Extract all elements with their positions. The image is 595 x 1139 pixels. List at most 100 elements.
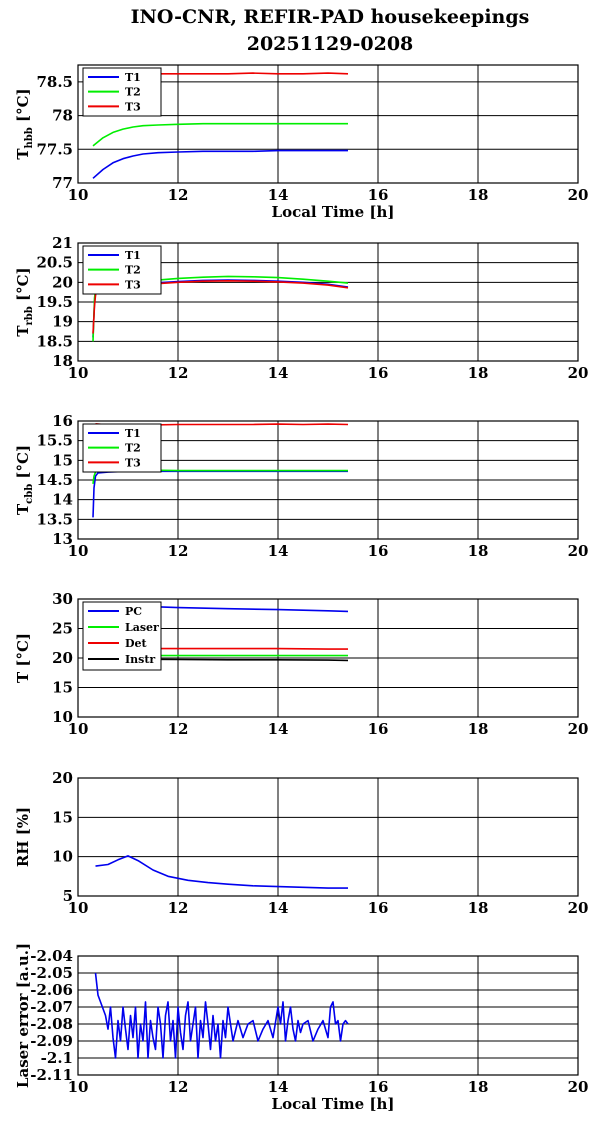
y-tick-label: 10 xyxy=(52,708,73,726)
y-axis-label-main: T [°C] xyxy=(14,633,32,683)
y-axis-label-subscript: rbb xyxy=(24,306,35,325)
x-tick-label: 16 xyxy=(368,542,389,560)
legend-label: PC xyxy=(125,605,142,618)
legend-label: Laser xyxy=(125,621,159,634)
x-tick-label: 14 xyxy=(268,542,289,560)
y-axis-label-main: T xyxy=(14,148,32,160)
y-tick-label: 20 xyxy=(52,273,73,291)
y-tick-label: 77 xyxy=(52,174,73,192)
y-tick-label: -2.11 xyxy=(30,1066,73,1084)
x-tick-label: 14 xyxy=(268,1078,289,1096)
x-tick-label: 18 xyxy=(468,542,489,560)
x-tick-label: 20 xyxy=(568,899,589,917)
y-tick-label: 20 xyxy=(52,649,73,667)
y-tick-label: -2.06 xyxy=(30,981,73,999)
y-axis-label: Thbb [°C] xyxy=(14,88,35,159)
y-axis-label-unit: [°C] xyxy=(14,445,32,484)
y-tick-label: 19 xyxy=(52,313,73,331)
x-tick-label: 20 xyxy=(568,720,589,738)
y-tick-label: -2.1 xyxy=(41,1049,73,1067)
x-tick-label: 18 xyxy=(468,186,489,204)
figure-title-line2: 20251129-0208 xyxy=(247,33,414,55)
x-tick-label: 12 xyxy=(168,899,189,917)
x-tick-label: 10 xyxy=(68,186,89,204)
x-tick-label: 20 xyxy=(568,364,589,382)
legend-label: T3 xyxy=(125,278,141,291)
y-tick-label: 78.5 xyxy=(36,73,73,91)
y-tick-label: 25 xyxy=(52,620,73,638)
y-axis-label-main: RH [%] xyxy=(14,807,32,867)
y-tick-label: -2.07 xyxy=(30,998,73,1016)
x-tick-label: 12 xyxy=(168,186,189,204)
y-axis-label-main: T xyxy=(14,325,32,337)
x-tick-label: 14 xyxy=(268,899,289,917)
y-axis-label-subscript: cbb xyxy=(24,484,35,504)
x-tick-label: 10 xyxy=(68,899,89,917)
legend: PC Laser Det Instr xyxy=(82,601,162,671)
y-tick-label: 15 xyxy=(52,451,73,469)
y-tick-label: -2.04 xyxy=(30,947,73,965)
y-tick-label: 78 xyxy=(52,107,73,125)
y-tick-label: 21 xyxy=(52,234,73,252)
x-tick-label: 12 xyxy=(168,542,189,560)
legend-label: T3 xyxy=(125,100,141,113)
x-tick-label: 18 xyxy=(468,364,489,382)
x-tick-label: 12 xyxy=(168,720,189,738)
series-line-t1 xyxy=(92,149,348,179)
legend-label: T2 xyxy=(125,86,141,99)
x-tick-label: 16 xyxy=(368,1078,389,1096)
legend-label: T1 xyxy=(125,249,141,262)
y-tick-label: 14.5 xyxy=(36,471,73,489)
x-tick-label: 20 xyxy=(568,542,589,560)
x-tick-label: 14 xyxy=(268,364,289,382)
chart-panel-4: 10 12 14 16 18 20 10 15 20 25 30 T [°C] PC Laser Det In… xyxy=(14,590,588,738)
y-axis-label: RH [%] xyxy=(14,807,32,867)
y-tick-label: 14 xyxy=(52,491,73,509)
x-axis-label: Local Time [h] xyxy=(272,1095,395,1113)
x-tick-label: 18 xyxy=(468,1078,489,1096)
y-axis-label-main: Laser error [a.u.] xyxy=(14,943,32,1088)
y-axis-label-unit: [°C] xyxy=(14,88,32,127)
x-tick-label: 16 xyxy=(368,186,389,204)
y-tick-label: 15 xyxy=(52,808,73,826)
y-tick-label: 30 xyxy=(52,590,73,608)
x-tick-label: 16 xyxy=(368,899,389,917)
y-tick-label: 19.5 xyxy=(36,293,73,311)
y-axis-label: Tcbb [°C] xyxy=(14,445,35,515)
y-tick-label: 13 xyxy=(52,530,73,548)
x-tick-label: 10 xyxy=(68,720,89,738)
legend-label: T2 xyxy=(125,442,141,455)
figure-title-line1: INO-CNR, REFIR-PAD housekeepings xyxy=(131,6,530,28)
y-tick-label: 5 xyxy=(63,887,73,905)
x-tick-label: 18 xyxy=(468,899,489,917)
y-tick-label: 10 xyxy=(52,848,73,866)
x-tick-label: 16 xyxy=(368,720,389,738)
series-line-1 xyxy=(94,972,349,1059)
y-axis-label-subscript: hbb xyxy=(24,127,35,148)
y-axis-label-unit: [°C] xyxy=(14,267,32,306)
y-axis-label-main: T xyxy=(14,503,32,515)
legend-label: Det xyxy=(125,637,148,650)
plot-frame xyxy=(77,955,579,1076)
legend-label: T1 xyxy=(125,427,141,440)
y-tick-label: 77.5 xyxy=(36,140,73,158)
y-tick-label: 20.5 xyxy=(36,254,73,272)
y-axis-label: Trbb [°C] xyxy=(14,267,35,336)
x-tick-label: 12 xyxy=(168,1078,189,1096)
legend-label: T3 xyxy=(125,456,141,469)
y-axis-label: Laser error [a.u.] xyxy=(14,943,32,1088)
x-tick-label: 10 xyxy=(68,1078,89,1096)
x-tick-label: 10 xyxy=(68,364,89,382)
x-tick-label: 14 xyxy=(268,720,289,738)
series-line-1 xyxy=(95,855,348,889)
plot-frame xyxy=(77,777,579,897)
y-tick-label: 18 xyxy=(52,352,73,370)
